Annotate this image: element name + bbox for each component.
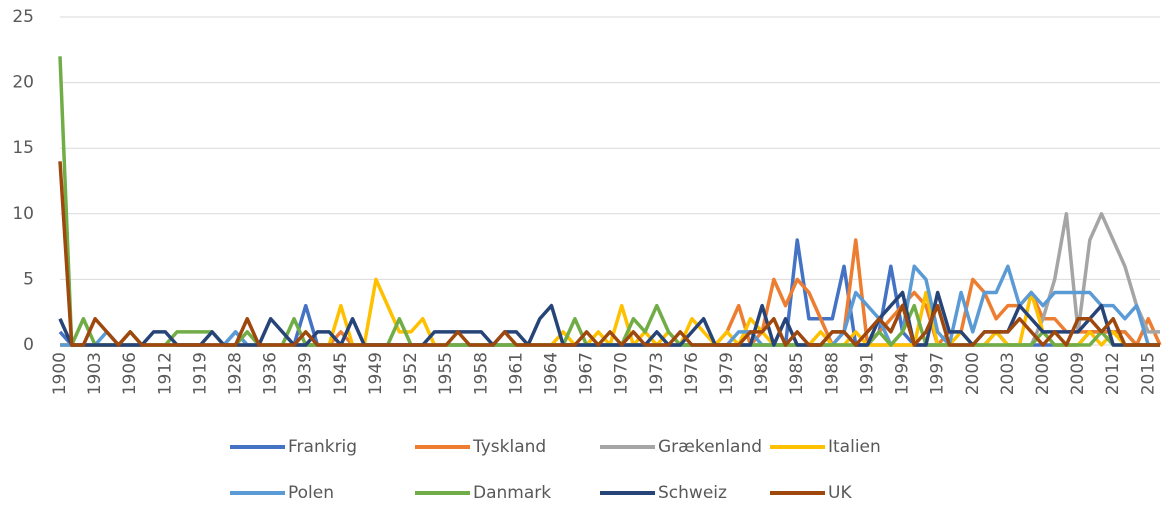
x-tick-label: 1949 bbox=[366, 352, 386, 395]
y-tick-label: 5 bbox=[23, 269, 34, 289]
x-tick-label: 1976 bbox=[682, 352, 702, 395]
x-tick-label: 1994 bbox=[893, 352, 913, 395]
x-tick-label: 1906 bbox=[120, 352, 140, 395]
legend-label: Tyskland bbox=[472, 437, 546, 457]
x-tick-label: 1928 bbox=[226, 352, 246, 395]
y-tick-label: 20 bbox=[12, 73, 34, 93]
series-line bbox=[58, 56, 1160, 347]
x-tick-label: 1955 bbox=[436, 352, 456, 395]
x-tick-label: 2006 bbox=[1033, 352, 1053, 395]
x-tick-label: 1961 bbox=[506, 352, 526, 395]
x-tick-label: 1939 bbox=[296, 352, 316, 395]
series-line bbox=[58, 161, 1160, 347]
x-tick-label: 1952 bbox=[401, 352, 421, 395]
y-tick-label: 10 bbox=[12, 204, 34, 224]
x-tick-label: 1958 bbox=[471, 352, 491, 395]
x-tick-label: 1991 bbox=[857, 352, 877, 395]
x-tick-label: 1936 bbox=[261, 352, 281, 395]
legend-label: Italien bbox=[828, 437, 881, 457]
x-tick-label: 1900 bbox=[50, 352, 70, 395]
legend-label: UK bbox=[828, 483, 852, 503]
x-tick-label: 1912 bbox=[155, 352, 175, 395]
x-tick-label: 1919 bbox=[190, 352, 210, 395]
x-tick-label: 2012 bbox=[1103, 352, 1123, 395]
x-tick-label: 2000 bbox=[963, 352, 983, 395]
x-tick-label: 1979 bbox=[717, 352, 737, 395]
legend-label: Frankrig bbox=[288, 437, 357, 457]
y-tick-label: 0 bbox=[23, 335, 34, 355]
x-tick-label: 1945 bbox=[331, 352, 351, 395]
x-tick-label: 1967 bbox=[577, 352, 597, 395]
legend-label: Grækenland bbox=[658, 437, 762, 457]
x-tick-label: 1997 bbox=[928, 352, 948, 395]
legend-label: Polen bbox=[288, 483, 334, 503]
legend-label: Danmark bbox=[473, 483, 551, 503]
x-tick-label: 2009 bbox=[1068, 352, 1088, 395]
y-tick-label: 15 bbox=[12, 138, 34, 158]
x-tick-label: 1970 bbox=[612, 352, 632, 395]
x-tick-label: 1964 bbox=[541, 352, 561, 395]
x-tick-label: 1985 bbox=[787, 352, 807, 395]
y-tick-label: 25 bbox=[12, 7, 34, 27]
x-tick-label: 1988 bbox=[822, 352, 842, 395]
x-tick-label: 1982 bbox=[752, 352, 772, 395]
x-tick-label: 2015 bbox=[1138, 352, 1158, 395]
x-tick-label: 1903 bbox=[85, 352, 105, 395]
x-tick-label: 1973 bbox=[647, 352, 667, 395]
x-tick-label: 2003 bbox=[998, 352, 1018, 395]
legend-label: Schweiz bbox=[658, 483, 727, 503]
